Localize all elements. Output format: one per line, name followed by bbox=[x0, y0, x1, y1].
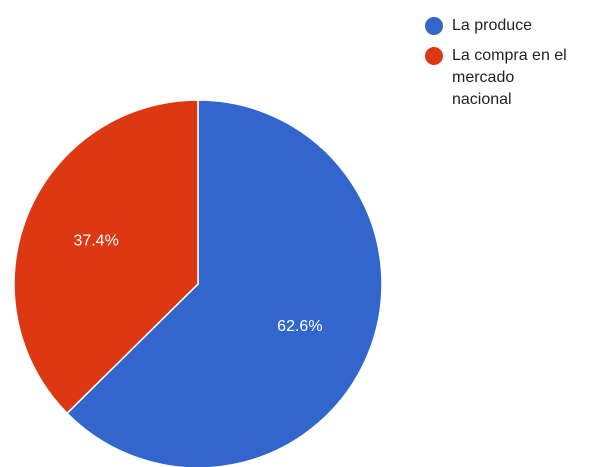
pie-slice-0[interactable] bbox=[66, 99, 383, 467]
pie-slice-label-0: 62.6% bbox=[277, 318, 322, 335]
pie-slice-labels: 62.6% 37.4% bbox=[73, 233, 322, 335]
pie-slice-label-1: 37.4% bbox=[73, 233, 118, 250]
legend-label-0-line-0: La produce bbox=[452, 17, 532, 34]
legend-item-0[interactable]: La produce bbox=[425, 17, 532, 35]
legend-label-1-line-0: La compra en el bbox=[452, 47, 567, 64]
legend-marker-1 bbox=[425, 47, 443, 65]
legend-item-1[interactable]: La compra en el mercado nacional bbox=[425, 47, 567, 108]
legend: La produce La compra en el mercado nacional bbox=[425, 17, 567, 108]
legend-label-1-line-2: nacional bbox=[452, 91, 512, 108]
pie-slices bbox=[13, 99, 383, 467]
legend-marker-0 bbox=[425, 17, 443, 35]
pie-slice-1[interactable] bbox=[13, 99, 199, 415]
legend-label-1-line-1: mercado bbox=[452, 69, 514, 86]
